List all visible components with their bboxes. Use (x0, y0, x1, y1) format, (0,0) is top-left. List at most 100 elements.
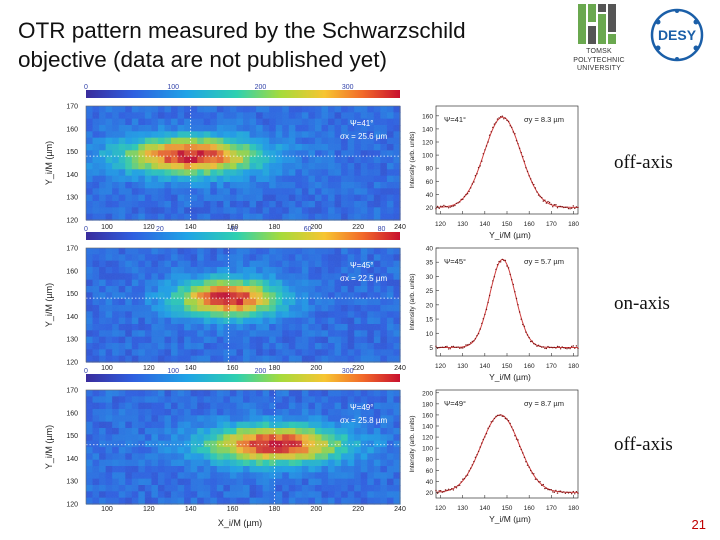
profile-point (556, 207, 559, 209)
profile-point (559, 205, 562, 208)
colorbar-3: 0 100 200 300 (84, 368, 400, 382)
profile-point (552, 206, 554, 208)
profile-point (530, 469, 532, 472)
profile-point (523, 456, 526, 459)
profile-point (526, 170, 529, 173)
profile-point (545, 487, 548, 489)
image-x-tick-label: 240 (394, 224, 406, 231)
profile-point (552, 347, 554, 349)
profile-x-tick-label: 170 (546, 505, 557, 512)
profile-point (441, 205, 443, 208)
profile-point (503, 415, 505, 418)
profile-point (547, 488, 549, 491)
profile-point (555, 489, 557, 492)
profile-point (531, 340, 533, 342)
profile-x-tick-label: 180 (568, 363, 579, 370)
profile-point (504, 417, 507, 420)
profile-point (520, 151, 522, 154)
profile-x-tick-label: 150 (502, 505, 513, 512)
profile-point (537, 481, 540, 483)
profile-point (564, 206, 567, 208)
profile-y-tick-label: 40 (426, 192, 434, 199)
profile-point (451, 488, 453, 490)
desy-logo: DESY (650, 8, 704, 62)
profile-point (460, 481, 462, 483)
profile-y-tick-label: 20 (426, 205, 434, 212)
profile-point (528, 175, 530, 177)
profile-point (495, 121, 497, 124)
profile-point (534, 187, 537, 189)
profile-point (459, 484, 461, 486)
profile-point (473, 181, 475, 183)
profile-point (566, 491, 568, 493)
profile-x-tick-label: 140 (479, 363, 490, 370)
image-frame (85, 247, 401, 363)
profile-point (548, 489, 551, 491)
profile-point (492, 126, 494, 129)
image-y-tick-label: 130 (66, 337, 78, 344)
profile-y-tick-label: 30 (426, 274, 434, 281)
profile-point (462, 198, 464, 201)
profile-point (479, 165, 481, 167)
profile-x-tick-label: 180 (568, 505, 579, 512)
image-y-tick-label: 170 (66, 104, 78, 111)
profile-point (451, 345, 453, 348)
profile-point (504, 117, 507, 119)
profile-point (514, 435, 516, 437)
profile-point (533, 473, 535, 475)
colorbar-gradient (86, 90, 400, 98)
image-x-tick-label: 100 (101, 365, 113, 372)
colorbar-tick-label: 0 (84, 84, 88, 91)
profile-x-axis-label: Y_i/M (µm) (489, 514, 531, 524)
profile-psi-annotation: Ψ=49° (444, 399, 466, 408)
profile-point (544, 347, 546, 350)
profile-point (435, 489, 437, 492)
profile-point (523, 160, 526, 162)
colorbar-2: 0 20 40 60 80 (84, 226, 400, 240)
profile-point (542, 346, 544, 348)
profile-point (530, 340, 532, 343)
image-x-tick-label: 200 (310, 365, 322, 372)
profile-point (468, 190, 470, 193)
profile-point (476, 173, 478, 175)
profile-y-tick-label: 120 (422, 140, 433, 147)
colorbar-tick-label: 20 (156, 226, 164, 233)
profile-point (473, 340, 475, 342)
profile-point (561, 346, 563, 348)
profile-point (493, 276, 496, 278)
profile-point (471, 340, 473, 343)
profile-point (471, 183, 473, 185)
profile-point (550, 489, 552, 491)
profile-point (515, 297, 518, 300)
profile-point (481, 322, 483, 325)
profile-point (477, 450, 480, 453)
profile-sigma-annotation: σy = 8.3 µm (524, 115, 564, 124)
colorbar-tick-label: 200 (255, 368, 267, 375)
profile-point (536, 191, 538, 193)
profile-point (435, 345, 437, 347)
profile-point (496, 414, 499, 417)
profile-point (571, 493, 573, 495)
profile-point (473, 460, 475, 463)
profile-point (457, 484, 459, 487)
profile-point (548, 346, 551, 349)
profile-point (566, 348, 568, 350)
colorbar-gradient (86, 232, 400, 240)
profile-point (563, 491, 565, 493)
profile-point (447, 207, 450, 209)
profile-point (495, 415, 497, 418)
image-y-tick-label: 150 (66, 291, 78, 298)
profile-point (544, 487, 546, 490)
profile-y-tick-label: 200 (422, 390, 433, 397)
profile-point (482, 318, 484, 320)
colorbar-gradient (86, 374, 400, 382)
profile-point (460, 198, 462, 201)
profile-x-tick-label: 120 (435, 221, 446, 228)
profile-point (572, 345, 574, 347)
profile-x-tick-label: 140 (479, 505, 490, 512)
profile-point (493, 123, 496, 125)
image-x-tick-label: 100 (101, 224, 113, 231)
profile-point (481, 442, 483, 444)
profile-point (523, 325, 526, 327)
